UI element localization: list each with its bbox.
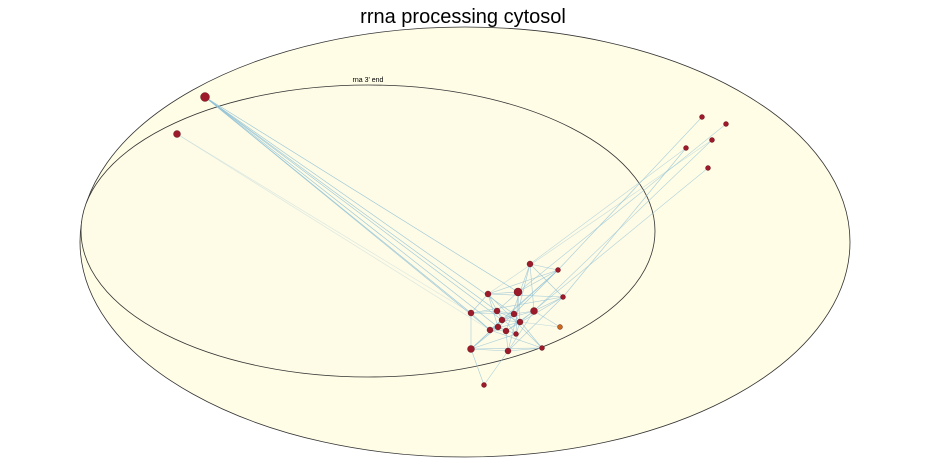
- network-node: [561, 295, 566, 300]
- inner-group-label: rna 3' end: [353, 77, 384, 84]
- network-node: [482, 383, 487, 388]
- network-node: [499, 317, 505, 323]
- network-node: [706, 166, 711, 171]
- network-node: [468, 346, 475, 353]
- network-node: [494, 308, 500, 314]
- network-node: [700, 115, 705, 120]
- network-node: [724, 122, 729, 127]
- network-node: [514, 288, 522, 296]
- network-node: [174, 131, 181, 138]
- network-node: [487, 327, 493, 333]
- network-node: [556, 268, 561, 273]
- network-node: [531, 308, 538, 315]
- network-node: [468, 310, 474, 316]
- network-node: [503, 328, 509, 334]
- diagram-title: rrna processing cytosol: [360, 6, 566, 28]
- network-node: [485, 291, 491, 297]
- network-node: [540, 346, 545, 351]
- network-node: [495, 324, 501, 330]
- network-node: [710, 138, 715, 143]
- network-node: [505, 348, 511, 354]
- network-node: [684, 146, 689, 151]
- network-node: [201, 93, 210, 102]
- inner-group-ellipse: [81, 85, 655, 377]
- network-node: [514, 332, 519, 337]
- network-node: [511, 311, 517, 317]
- network-node: [527, 261, 533, 267]
- network-node: [558, 325, 563, 330]
- network-node: [517, 319, 523, 325]
